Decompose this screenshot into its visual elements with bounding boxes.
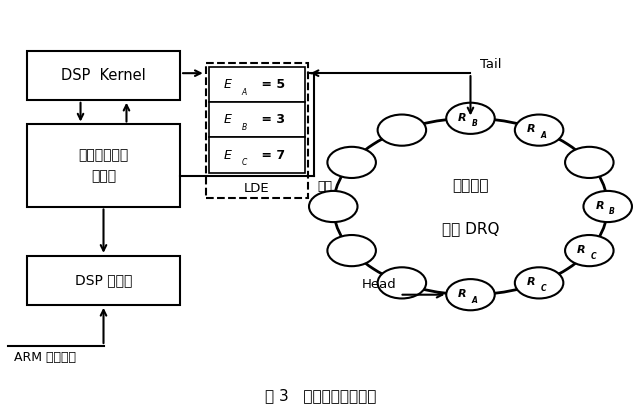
- Text: R: R: [577, 245, 586, 255]
- Text: R: R: [527, 277, 535, 287]
- Text: A: A: [242, 88, 247, 97]
- Text: 图 3   进程调度策略架构: 图 3 进程调度策略架构: [265, 388, 376, 404]
- Circle shape: [515, 114, 563, 146]
- Text: E: E: [224, 78, 232, 91]
- Text: DSP 管理者: DSP 管理者: [75, 273, 132, 287]
- Text: A: A: [472, 296, 478, 305]
- Bar: [27, 256, 180, 305]
- Text: C: C: [540, 284, 546, 293]
- Bar: [209, 67, 304, 102]
- Circle shape: [378, 114, 426, 146]
- Text: C: C: [242, 158, 247, 167]
- Ellipse shape: [333, 118, 608, 295]
- Text: B: B: [242, 123, 247, 132]
- Text: R: R: [458, 112, 467, 123]
- Circle shape: [378, 267, 426, 299]
- Text: Head: Head: [362, 278, 396, 291]
- Text: E: E: [224, 113, 232, 126]
- Bar: [209, 138, 304, 173]
- Circle shape: [565, 235, 613, 266]
- Text: R: R: [527, 124, 535, 134]
- Text: = 3: = 3: [256, 113, 285, 126]
- Bar: [27, 124, 180, 206]
- Text: 数据请求: 数据请求: [453, 178, 488, 193]
- Circle shape: [515, 267, 563, 299]
- Text: C: C: [590, 252, 596, 261]
- Text: 队列 DRQ: 队列 DRQ: [442, 221, 499, 237]
- Circle shape: [446, 103, 495, 134]
- Text: B: B: [609, 207, 615, 216]
- Text: Tail: Tail: [480, 58, 501, 71]
- Bar: [209, 102, 304, 138]
- Text: LDE: LDE: [244, 182, 269, 195]
- Text: R: R: [458, 289, 467, 299]
- Text: B: B: [472, 119, 478, 128]
- Text: = 7: = 7: [256, 149, 285, 161]
- Circle shape: [309, 191, 358, 222]
- Text: 请求: 请求: [317, 180, 332, 193]
- Bar: [206, 63, 308, 198]
- Circle shape: [565, 147, 613, 178]
- Text: 进程队列状态
寄存器: 进程队列状态 寄存器: [78, 148, 129, 183]
- Circle shape: [583, 191, 632, 222]
- Text: DSP  Kernel: DSP Kernel: [61, 68, 146, 83]
- Text: A: A: [540, 131, 546, 140]
- Text: R: R: [595, 201, 604, 211]
- Bar: [27, 51, 180, 100]
- Circle shape: [328, 235, 376, 266]
- Text: = 5: = 5: [256, 78, 285, 91]
- Circle shape: [446, 279, 495, 310]
- Circle shape: [328, 147, 376, 178]
- Text: E: E: [224, 149, 232, 161]
- Text: ARM 端的请求: ARM 端的请求: [14, 351, 76, 364]
